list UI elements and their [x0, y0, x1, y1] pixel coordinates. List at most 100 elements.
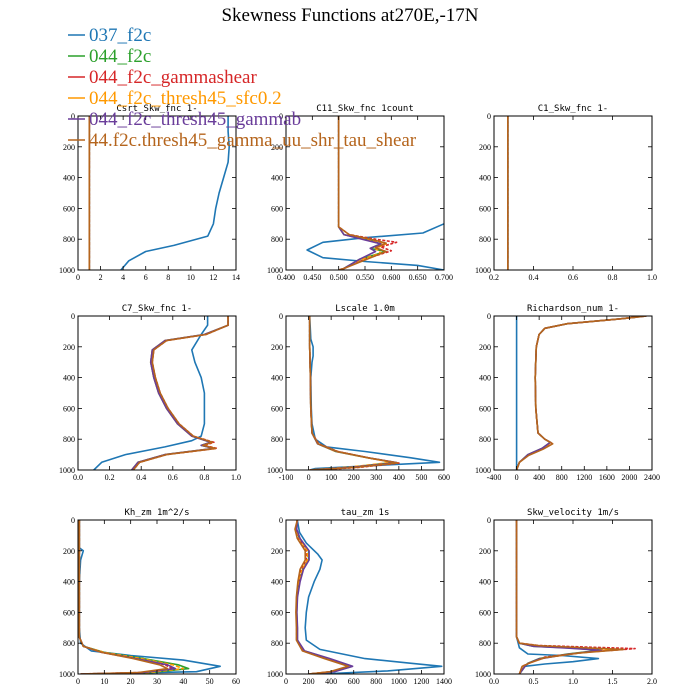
x-tick-label: 2.0 [647, 677, 657, 686]
y-tick-label: 200 [479, 547, 491, 556]
series-group [306, 116, 444, 270]
panel-3: C1_Skw_fnc 1- 0.2 0.4 0.6 0.8 1.0 0 200 400 600 80… [475, 104, 657, 282]
series-line [308, 316, 396, 470]
y-tick-label: 600 [63, 608, 75, 617]
series-group [88, 116, 230, 270]
panel-title: Lscale 1.0m [335, 304, 395, 314]
x-tick-label: 0.5 [529, 677, 539, 686]
series-line [308, 316, 393, 470]
series-group [515, 520, 636, 674]
x-tick-label: 0.8 [608, 273, 618, 282]
x-tick-label: 1000 [391, 677, 407, 686]
y-tick-label: 800 [63, 435, 75, 444]
x-tick-label: 1.0 [231, 473, 241, 482]
y-tick-label: 200 [63, 547, 75, 556]
y-tick-label: 600 [63, 204, 75, 213]
x-tick-label: 1.5 [608, 677, 618, 686]
y-tick-label: 0 [71, 112, 75, 121]
x-tick-label: -100 [279, 473, 294, 482]
x-tick-label: 0.450 [303, 273, 321, 282]
figure-title: Skewness Functions at270E,-17N [221, 5, 478, 26]
series-line [308, 316, 441, 470]
y-tick-label: 0 [71, 516, 75, 525]
series-line [132, 316, 229, 470]
x-tick-label: 400 [393, 473, 405, 482]
panel-title: Csrt_Skw_fnc 1- [116, 104, 197, 114]
y-tick-label: 200 [63, 143, 75, 152]
series-group [308, 316, 441, 470]
x-tick-label: 500 [415, 473, 427, 482]
x-tick-label: 2400 [644, 473, 660, 482]
y-tick-label: 200 [271, 343, 283, 352]
panel-6: Richardson_num 1--400 0 400 800 1200 1600 2000… [475, 304, 660, 482]
x-tick-label: 200 [348, 473, 360, 482]
y-tick-label: 600 [271, 608, 283, 617]
x-tick-label: 0.650 [409, 273, 427, 282]
y-tick-label: 0 [487, 112, 491, 121]
y-tick-label: 600 [271, 204, 283, 213]
series-line [337, 116, 382, 270]
y-tick-label: 200 [271, 143, 283, 152]
plot-frame [493, 519, 653, 675]
x-tick-label: 20 [127, 677, 135, 686]
panels: Csrt_Skw_fnc 1-0 2 4 6 8 10 12 1402004006008001… [59, 104, 660, 686]
x-tick-label: 4 [121, 273, 125, 282]
panel-title: C7_Skw_fnc 1- [122, 304, 192, 314]
panel-title: C11_Skw_fnc 1count [316, 104, 414, 114]
y-tick-label: 400 [63, 174, 75, 183]
x-tick-label: 1.0 [568, 677, 578, 686]
series-line [515, 520, 600, 674]
panel-9: Skw_velocity 1m/s 0.0 0.5 1.0 1.5 2.0 0 200 400 6… [475, 508, 657, 686]
panel-title: tau_zm 1s [341, 508, 390, 518]
x-tick-label: 30 [153, 677, 161, 686]
y-tick-label: 1000 [475, 670, 491, 679]
y-tick-label: 1000 [475, 266, 491, 275]
x-tick-label: 1200 [576, 473, 592, 482]
y-tick-label: 800 [271, 235, 283, 244]
series-line [294, 520, 349, 674]
x-tick-label: 10 [100, 677, 108, 686]
y-tick-label: 0 [487, 516, 491, 525]
y-tick-label: 0 [71, 312, 75, 321]
panel-title: Skw_velocity 1m/s [527, 508, 619, 518]
x-tick-label: 100 [325, 473, 337, 482]
y-tick-label: 1000 [475, 466, 491, 475]
y-tick-label: 600 [479, 608, 491, 617]
x-tick-label: 14 [232, 273, 240, 282]
x-tick-label: 0.600 [382, 273, 400, 282]
plot-frame [77, 315, 237, 471]
y-tick-label: 400 [479, 174, 491, 183]
legend-label: 044_f2c [89, 46, 151, 67]
panel-8: tau_zm 1s 0 200 400 600 800 1000 1200 1400 0 200 40… [267, 508, 452, 686]
y-tick-label: 200 [479, 343, 491, 352]
legend-item: 044_f2c_gammashear [68, 67, 257, 88]
y-tick-label: 0 [487, 312, 491, 321]
y-tick-label: 0 [279, 516, 283, 525]
x-tick-label: 800 [370, 677, 382, 686]
x-tick-label: 0.500 [330, 273, 348, 282]
y-tick-label: 800 [63, 639, 75, 648]
legend-item: 044_f2c [68, 46, 151, 67]
y-tick-label: 800 [271, 435, 283, 444]
y-tick-label: 0 [279, 312, 283, 321]
x-tick-label: 60 [232, 677, 240, 686]
x-tick-label: 50 [206, 677, 214, 686]
series-group [294, 520, 443, 674]
plot-frame [285, 315, 445, 471]
y-tick-label: 600 [479, 204, 491, 213]
panel-7: Kh_zm 1m^2/s0 10 20 30 40 50 60020040060080010… [59, 508, 240, 686]
x-tick-label: 2000 [621, 473, 637, 482]
y-tick-label: 400 [271, 578, 283, 587]
series-line [78, 520, 169, 674]
x-tick-label: 1200 [413, 677, 429, 686]
x-tick-label: 0 [76, 273, 80, 282]
x-tick-label: 6 [144, 273, 148, 282]
series-line [337, 116, 387, 270]
y-tick-label: 800 [479, 435, 491, 444]
series-group [93, 316, 229, 470]
x-tick-label: 600 [438, 473, 450, 482]
y-tick-label: 200 [63, 343, 75, 352]
x-tick-label: 300 [370, 473, 382, 482]
series-group [78, 520, 221, 674]
